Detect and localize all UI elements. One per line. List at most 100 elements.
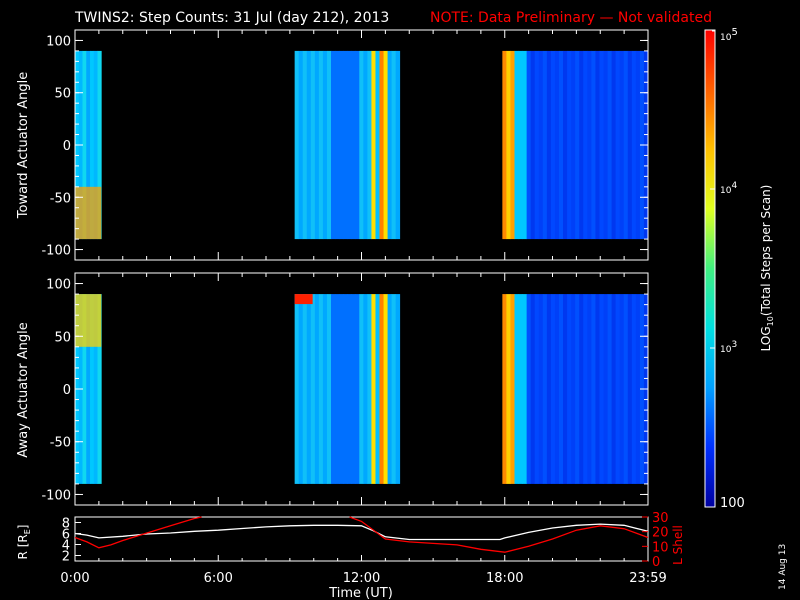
heatmap-column (587, 50, 592, 240)
heatmap-column (627, 294, 633, 484)
heatmap-column (579, 50, 584, 240)
l-shell-line-1 (74, 516, 202, 549)
heatmap-column (615, 294, 621, 484)
heatmap-column (615, 50, 621, 240)
heatmap-column (534, 294, 540, 484)
heatmap-column (331, 294, 336, 484)
y-tick-label: 50 (54, 330, 71, 345)
colorbar-gradient (704, 29, 716, 508)
heatmap-column (631, 294, 637, 484)
heatmap-column (514, 50, 519, 240)
heatmap-column (530, 294, 536, 484)
heatmap-column (522, 294, 528, 484)
heatmap-column (326, 50, 332, 240)
heatmap-column (363, 294, 368, 484)
orbit-right-ylabel: L Shell (671, 525, 685, 565)
heatmap-column (93, 294, 98, 484)
heatmap-column (627, 50, 633, 240)
heatmap-column (510, 50, 515, 240)
heatmap-column (635, 50, 641, 240)
heatmap-column (554, 294, 560, 484)
heatmap-column (554, 50, 560, 240)
toward-angle-panel: 100 50 0 -50 -100 (41, 29, 649, 261)
orbit-left-ylabel: R [RE] (16, 525, 32, 560)
heatmap-hot-region (75, 294, 102, 347)
heatmap-column (631, 50, 637, 240)
heatmap-column (526, 50, 532, 240)
heatmap-column (82, 50, 87, 240)
heatmap-column (546, 50, 552, 240)
heatmap-column (306, 50, 312, 240)
time-tick-label: 6:00 (204, 571, 233, 586)
heatmap-hot-region (75, 186, 102, 240)
time-tick-label: 0:00 (60, 571, 89, 586)
heatmap-column (603, 50, 608, 240)
away-ylabel: Away Actuator Angle (16, 322, 31, 457)
heatmap-column (587, 294, 592, 484)
heatmap-column (86, 294, 91, 484)
heatmap-column (599, 50, 604, 240)
colorbar-tick-1e4: 104 (710, 181, 737, 196)
heatmap-column (395, 50, 401, 240)
y-tick-label: 0 (63, 139, 71, 154)
heatmap-column (603, 294, 608, 484)
heatmap-column (559, 50, 564, 240)
heatmap-column (363, 50, 368, 240)
heatmap-column (86, 50, 91, 240)
heatmap-column (579, 294, 584, 484)
heatmap-column (343, 50, 348, 240)
heatmap-column (318, 294, 324, 484)
heatmap-column (351, 50, 356, 240)
left-y-tick-label: 2 (62, 550, 70, 565)
heatmap-column (567, 294, 572, 484)
time-tick-label: 12:00 (343, 571, 380, 586)
heatmap-column (526, 294, 532, 484)
date-stamp: 14 Aug 13 (778, 544, 788, 590)
heatmap-column (563, 50, 568, 240)
left-y-tick-label: 8 (62, 517, 70, 532)
heatmap-column (635, 294, 641, 484)
heatmap-column (611, 294, 617, 484)
heatmap-column (347, 294, 352, 484)
heatmap-column (314, 50, 320, 240)
heatmap-column (90, 50, 95, 240)
heatmap-column (550, 294, 556, 484)
heatmap-column (371, 294, 376, 484)
right-y-tick-label: 0 (652, 555, 660, 570)
heatmap-column (318, 50, 324, 240)
away-angle-panel: 100 50 0 -50 -100 (41, 272, 649, 506)
preliminary-note: NOTE: Data Preliminary — Not validated (430, 10, 712, 26)
heatmap-column (335, 50, 340, 240)
heatmap-column (294, 50, 300, 240)
heatmap-column (310, 294, 316, 484)
heatmap-column (395, 294, 401, 484)
heatmap-column (359, 50, 364, 240)
heatmap-column (530, 50, 536, 240)
toward-ylabel: Toward Actuator Angle (16, 72, 31, 219)
heatmap-column (347, 50, 352, 240)
heatmap-column (391, 294, 397, 484)
heatmap-column (599, 294, 604, 484)
heatmap-column (379, 294, 384, 484)
orbit-frame (74, 516, 649, 562)
y-tick-label: 0 (63, 383, 71, 398)
heatmap-column (339, 50, 344, 240)
heatmap-column (359, 294, 364, 484)
heatmap-column (379, 50, 384, 240)
heatmap-column (583, 50, 588, 240)
heatmap-segment-1 (294, 294, 401, 484)
heatmap-column (326, 294, 332, 484)
heatmap-column (510, 294, 515, 484)
heatmap-column (371, 50, 376, 240)
heatmap-segment-1 (294, 50, 401, 240)
heatmap-column (583, 294, 588, 484)
y-tick-label: -50 (50, 436, 71, 451)
svg-text:103: 103 (720, 340, 737, 355)
r-distance-line (74, 523, 649, 541)
heatmap-column (367, 294, 372, 484)
y-tick-label: -100 (41, 488, 71, 503)
svg-text:105: 105 (720, 27, 738, 43)
